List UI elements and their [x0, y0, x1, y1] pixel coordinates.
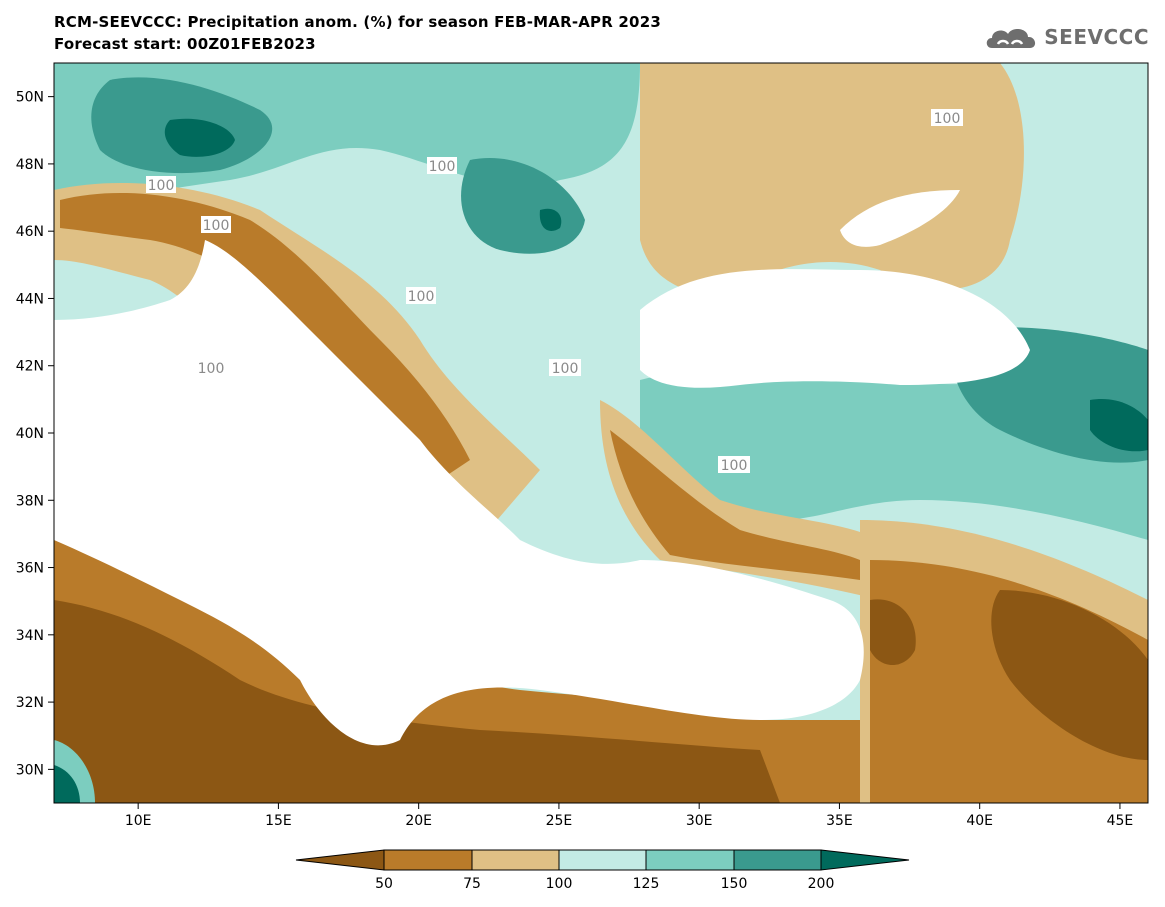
- adriatic-sea: [236, 300, 384, 470]
- svg-text:100: 100: [198, 361, 225, 377]
- colorbar-150-200: [733, 849, 822, 871]
- colorbar-label: 100: [546, 876, 573, 892]
- cloud-icon: [987, 28, 1036, 48]
- field-gt200: [1090, 399, 1148, 452]
- y-tick-label: 48N: [16, 157, 44, 173]
- x-tick-label: 45E: [1107, 813, 1134, 829]
- colorbar-label: 50: [375, 876, 393, 892]
- x-tick-label: 35E: [826, 813, 853, 829]
- colorbar-125-150: [645, 849, 735, 871]
- field-gt200: [54, 765, 80, 803]
- svg-text:100: 100: [552, 361, 579, 377]
- contour-label: 100: [718, 456, 750, 474]
- forecast-start-subtitle: Forecast start: 00Z01FEB2023: [54, 35, 316, 53]
- field-50-75: [610, 430, 860, 580]
- y-tick-label: 44N: [16, 291, 44, 307]
- x-tick-label: 15E: [265, 813, 292, 829]
- svg-text:100: 100: [429, 159, 456, 175]
- x-tick-label: 10E: [125, 813, 152, 829]
- field-50-75: [60, 192, 470, 480]
- svg-text:100: 100: [721, 458, 748, 474]
- contour-labels: 100 100 100 100 100 100 100 100: [146, 109, 963, 474]
- svg-text:100: 100: [203, 218, 230, 234]
- colorbar-100-125: [558, 849, 647, 871]
- colorbar-label: 200: [808, 876, 835, 892]
- colorbar-50-75: [383, 849, 473, 871]
- contour-label: 100: [427, 157, 457, 175]
- colorbar-above-200: [820, 849, 910, 871]
- field-75-100: [640, 63, 1024, 300]
- y-tick-label: 42N: [16, 359, 44, 375]
- field-lt50: [54, 600, 780, 803]
- x-tick-label: 20E: [405, 813, 432, 829]
- x-tick-label: 30E: [686, 813, 713, 829]
- colorbar-75-100: [471, 849, 560, 871]
- contour-label: 100: [549, 359, 581, 377]
- contour-label: 100: [146, 176, 176, 194]
- mediterranean-sea: [54, 240, 864, 746]
- colorbar-label: 125: [633, 876, 660, 892]
- contour-label: 100: [931, 109, 963, 127]
- contour-label: 100: [201, 216, 231, 234]
- y-tick-label: 40N: [16, 426, 44, 442]
- svg-text:100: 100: [934, 111, 961, 127]
- colorbar: 50 75 100 125 150 200: [295, 849, 910, 892]
- x-tick-label: 25E: [546, 813, 573, 829]
- logo-text: SEEVCCC: [1044, 25, 1149, 49]
- x-axis: 10E 15E 20E 25E 30E 35E 40E 45E: [125, 803, 1133, 829]
- black-sea: [640, 269, 1030, 388]
- tyrrhenian-sea: [151, 400, 260, 529]
- field-gt200: [164, 118, 235, 157]
- y-tick-label: 46N: [16, 224, 44, 240]
- sea-of-azov: [840, 190, 960, 247]
- y-tick-label: 36N: [16, 561, 44, 577]
- y-tick-label: 32N: [16, 695, 44, 711]
- map-field: [54, 63, 1148, 803]
- seevccc-logo: SEEVCCC: [984, 22, 1149, 52]
- colorbar-below-50: [295, 849, 385, 871]
- x-tick-label: 40E: [966, 813, 993, 829]
- contour-label: 100: [196, 359, 226, 377]
- contour-label: 100: [406, 287, 436, 305]
- y-tick-label: 30N: [16, 762, 44, 778]
- field-lt50: [870, 599, 916, 665]
- field-lt50: [991, 590, 1148, 760]
- y-tick-label: 34N: [16, 628, 44, 644]
- y-tick-label: 38N: [16, 493, 44, 509]
- y-tick-label: 50N: [16, 90, 44, 106]
- map-title: RCM-SEEVCCC: Precipitation anom. (%) for…: [54, 13, 661, 31]
- colorbar-label: 75: [463, 876, 481, 892]
- svg-text:100: 100: [148, 178, 175, 194]
- field-gt200: [539, 208, 562, 231]
- y-axis: 50N 48N 46N 44N 42N 40N 38N 36N 34N 32N 30N: [16, 90, 54, 778]
- colorbar-label: 150: [721, 876, 748, 892]
- svg-text:100: 100: [408, 289, 435, 305]
